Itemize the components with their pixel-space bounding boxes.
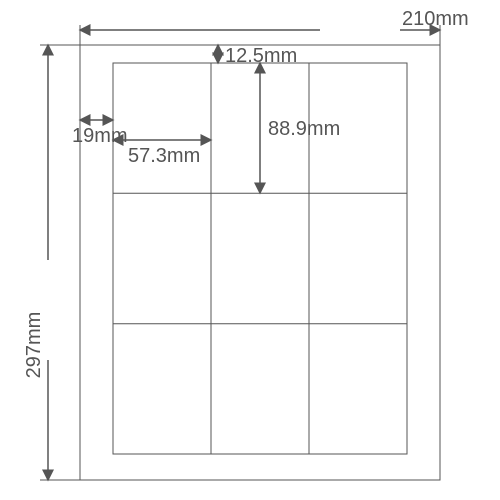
dim-total-width: 210mm xyxy=(80,8,469,45)
dim-top-margin: 12.5mm xyxy=(218,45,297,67)
label-cell-width: 57.3mm xyxy=(128,145,200,167)
dim-left-margin: 19mm xyxy=(72,120,128,147)
dim-cell-width: 57.3mm xyxy=(113,140,211,167)
label-total-height: 297mm xyxy=(23,312,45,379)
label-total-width: 210mm xyxy=(402,8,469,30)
label-cell-height: 88.9mm xyxy=(268,118,340,140)
label-left-margin: 19mm xyxy=(72,125,128,147)
dimension-diagram: 210mm 297mm 12.5mm 19mm 57.3mm 88.9mm xyxy=(0,0,500,500)
label-top-margin: 12.5mm xyxy=(225,45,297,67)
dim-total-height: 297mm xyxy=(23,45,80,480)
